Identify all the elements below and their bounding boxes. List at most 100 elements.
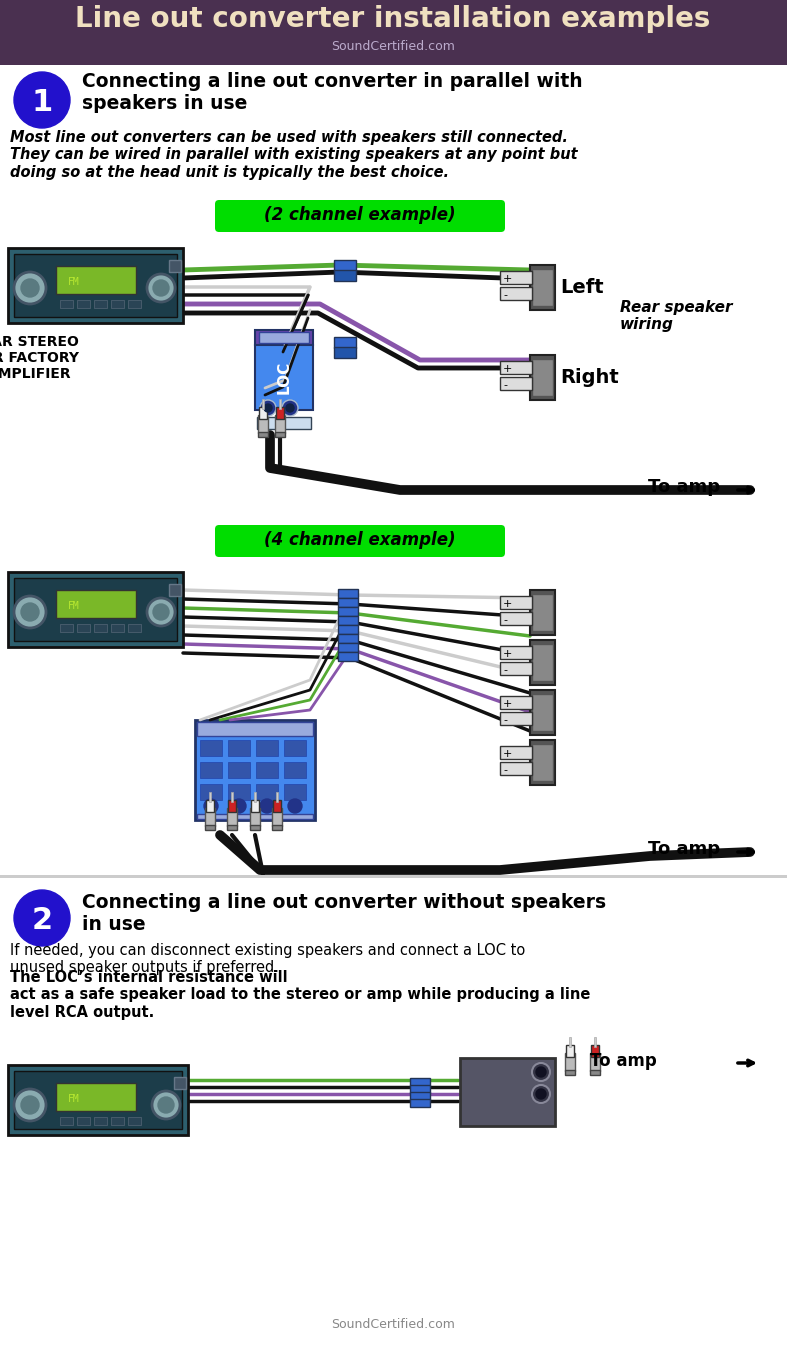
Circle shape (264, 404, 272, 412)
Circle shape (260, 400, 276, 416)
Circle shape (147, 598, 175, 626)
Bar (56, 1084, 136, 1110)
Bar (111, 300, 124, 308)
Circle shape (288, 800, 302, 813)
Bar (94, 300, 107, 308)
Bar (532, 643, 553, 681)
Bar (197, 721, 313, 736)
Bar (338, 625, 358, 634)
Circle shape (153, 604, 169, 621)
Bar (530, 639, 555, 685)
Bar (334, 260, 356, 271)
Bar (14, 577, 177, 641)
Circle shape (14, 272, 46, 304)
Text: +: + (503, 599, 512, 608)
Bar (272, 808, 282, 826)
Bar (338, 651, 358, 661)
Bar (197, 814, 313, 818)
Bar (532, 359, 553, 396)
Text: Left: Left (560, 279, 604, 297)
Bar (532, 695, 553, 731)
Bar (532, 269, 553, 306)
FancyBboxPatch shape (215, 525, 505, 557)
Bar (209, 791, 211, 802)
Bar (338, 590, 358, 598)
Circle shape (532, 1085, 550, 1102)
Text: Most line out converters can be used with speakers still connected.
They can be : Most line out converters can be used wit… (10, 131, 578, 180)
Bar (8, 248, 183, 323)
Text: Rear speaker
wiring: Rear speaker wiring (620, 300, 733, 332)
Text: -: - (503, 289, 507, 300)
Bar (262, 398, 264, 409)
Text: (2 channel example): (2 channel example) (264, 206, 456, 223)
Bar (410, 1085, 430, 1093)
Text: Right: Right (560, 367, 619, 388)
Bar (410, 1078, 430, 1086)
Text: +: + (503, 699, 512, 709)
Circle shape (204, 800, 218, 813)
Bar (60, 625, 73, 633)
Bar (0, 0, 787, 65)
Bar (530, 590, 555, 635)
Circle shape (536, 1089, 546, 1098)
Text: -: - (503, 665, 507, 674)
Bar (228, 762, 250, 778)
Bar (500, 612, 532, 625)
Bar (530, 690, 555, 735)
Bar (257, 417, 311, 429)
Circle shape (14, 596, 46, 629)
Text: If needed, you can disconnect existing speakers and connect a LOC to
unused spea: If needed, you can disconnect existing s… (10, 944, 525, 976)
Bar (590, 1053, 600, 1071)
Bar (338, 598, 358, 607)
Circle shape (152, 1092, 180, 1119)
Bar (128, 625, 141, 633)
Bar (227, 808, 237, 826)
Bar (590, 1070, 600, 1075)
Circle shape (153, 280, 169, 296)
Text: SoundCertified.com: SoundCertified.com (331, 1318, 455, 1331)
Bar (228, 740, 250, 756)
Bar (500, 762, 532, 775)
Bar (284, 740, 306, 756)
Bar (272, 825, 282, 830)
Bar (530, 265, 555, 310)
Bar (338, 616, 358, 625)
Bar (500, 377, 532, 390)
Text: FM: FM (68, 277, 79, 287)
Bar (227, 825, 237, 830)
Bar (251, 800, 259, 812)
Text: 1: 1 (31, 87, 53, 117)
Bar (56, 267, 136, 293)
Text: (4 channel example): (4 channel example) (264, 532, 456, 549)
Text: +: + (503, 275, 512, 284)
Bar (8, 572, 183, 647)
Bar (60, 1117, 73, 1125)
Text: -: - (503, 715, 507, 725)
Circle shape (21, 279, 39, 297)
Bar (594, 1036, 596, 1047)
Circle shape (147, 275, 175, 302)
Text: Connecting a line out converter in parallel with
speakers in use: Connecting a line out converter in paral… (82, 71, 582, 113)
Bar (500, 287, 532, 300)
Bar (410, 1098, 430, 1106)
Circle shape (260, 800, 274, 813)
Bar (500, 712, 532, 725)
Bar (205, 825, 215, 830)
Bar (14, 1071, 182, 1129)
Circle shape (282, 400, 298, 416)
Bar (195, 720, 315, 820)
Bar (256, 783, 278, 800)
Bar (256, 740, 278, 756)
Bar (200, 783, 222, 800)
Bar (338, 634, 358, 643)
Bar (111, 625, 124, 633)
Text: Connecting a line out converter without speakers
in use: Connecting a line out converter without … (82, 892, 606, 934)
Bar (334, 347, 356, 358)
Bar (231, 791, 233, 802)
Bar (334, 336, 356, 349)
Text: The LOC’s internal resistance will
act as a safe speaker load to the stereo or a: The LOC’s internal resistance will act a… (10, 970, 590, 1020)
Bar (258, 432, 268, 437)
Bar (8, 1065, 188, 1135)
Bar (334, 271, 356, 281)
Bar (276, 791, 278, 802)
